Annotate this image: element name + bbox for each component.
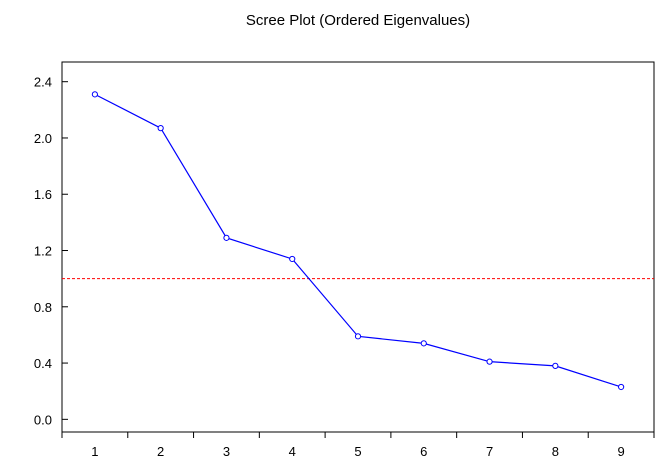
- x-tick-label: 6: [420, 444, 427, 459]
- y-tick-label: 0.4: [34, 356, 52, 371]
- plot-frame: [61, 61, 655, 433]
- data-point: [91, 91, 98, 98]
- y-tick-label: 0.8: [34, 300, 52, 315]
- x-tick-label: 4: [289, 444, 296, 459]
- data-point: [223, 234, 230, 241]
- series-layer: [91, 91, 625, 391]
- data-point: [420, 340, 427, 347]
- x-tick-label: 2: [157, 444, 164, 459]
- x-tick-label: 7: [486, 444, 493, 459]
- y-axis: 0.0 0.4 0.8 1.2 1.6 2.0 2.4: [34, 75, 68, 427]
- y-tick-label: 2.4: [34, 75, 52, 90]
- x-tick-label: 3: [223, 444, 230, 459]
- data-point: [157, 125, 164, 132]
- y-tick-label: 2.0: [34, 131, 52, 146]
- x-tick-label: 8: [552, 444, 559, 459]
- y-tick-label: 0.0: [34, 412, 52, 427]
- series-line: [94, 93, 622, 388]
- data-point: [552, 362, 559, 369]
- data-point: [618, 383, 625, 391]
- x-tick-label: 9: [617, 444, 624, 459]
- data-point: [289, 255, 296, 263]
- x-axis: 1 2 3 4 5 6 7 8 9: [61, 432, 655, 459]
- x-tick-label: 5: [354, 444, 361, 459]
- x-tick-label: 1: [91, 444, 98, 459]
- y-tick-label: 1.2: [34, 244, 52, 259]
- y-tick-label: 1.6: [34, 187, 52, 202]
- chart-title: Scree Plot (Ordered Eigenvalues): [246, 12, 470, 29]
- data-point: [486, 358, 493, 365]
- data-point: [354, 333, 362, 340]
